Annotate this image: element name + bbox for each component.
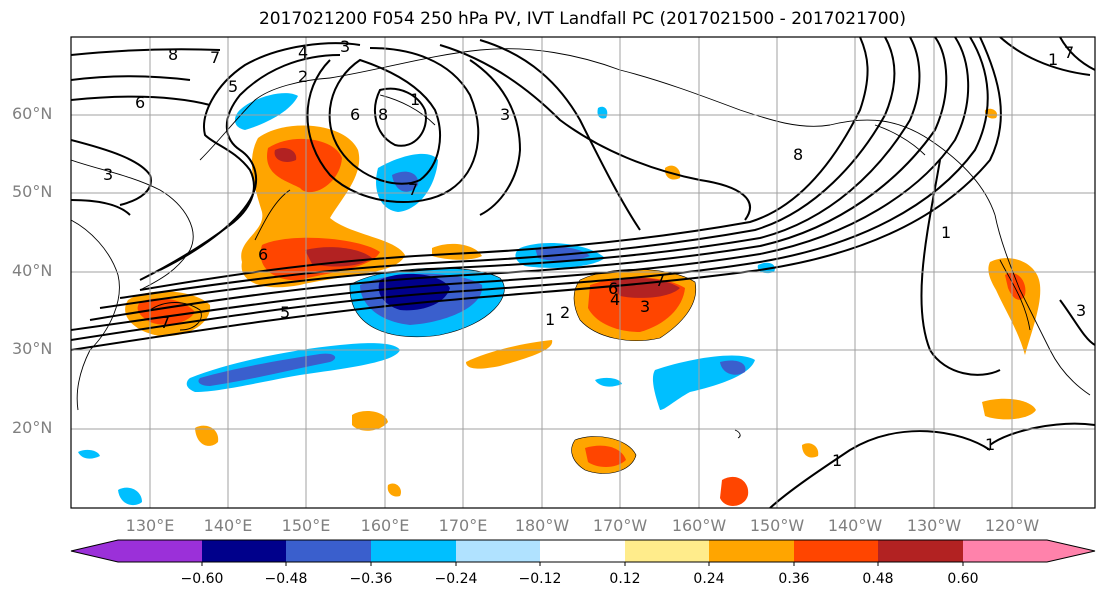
contour-label: 2 [560, 303, 570, 322]
lon-label: 170°W [592, 516, 648, 535]
contour-label: 6 [135, 93, 145, 112]
contour-label: 1 [832, 451, 842, 470]
lat-label: 50°N [12, 182, 53, 201]
lon-label: 120°W [984, 516, 1040, 535]
contour-label: 1 [545, 310, 555, 329]
lon-label: 150°E [281, 516, 331, 535]
lon-label: 130°E [125, 516, 175, 535]
lon-label: 160°W [671, 516, 727, 535]
contour-label: 3 [340, 37, 350, 56]
colorbar-tick-label: 0.24 [693, 571, 725, 587]
pv-contours [71, 37, 1095, 508]
colorbar-extend-low [71, 540, 118, 562]
colorbar-tick-label: −0.12 [518, 571, 562, 587]
contour-label: 1 [410, 90, 420, 109]
contour-label: 3 [500, 105, 510, 124]
contour-label: 6 [258, 245, 268, 264]
lon-label: 140°W [827, 516, 883, 535]
contour-label: 4 [298, 43, 308, 62]
contour-label: 4 [610, 290, 620, 309]
contour-label: 8 [378, 105, 388, 124]
contour-label: 1 [1048, 50, 1058, 69]
contour-label: 3 [1076, 301, 1086, 320]
contour-label: 6 [350, 105, 360, 124]
map-frame [70, 36, 1096, 509]
lon-label: 180°W [514, 516, 570, 535]
map-title: 2017021200 F054 250 hPa PV, IVT Landfall… [258, 9, 906, 29]
contour-label: 3 [103, 165, 113, 184]
colorbar-tick-label: 0.12 [609, 571, 641, 587]
contour-label: 3 [640, 297, 650, 316]
contour-label: 8 [793, 145, 803, 164]
contour-label: 7 [210, 48, 220, 67]
contour-label: 7 [1064, 43, 1074, 62]
colorbar-tick-label: 0.60 [947, 571, 979, 587]
contour-label: 7 [408, 180, 418, 199]
map-area: 8 7 4 3 5 2 6 6 8 3 1 7 3 6 5 7 1 2 6 4 … [71, 37, 1095, 508]
colorbar-extend-high [1047, 540, 1095, 562]
lat-label: 20°N [12, 418, 53, 437]
contour-label: 7 [655, 271, 665, 290]
contour-label: 1 [941, 223, 951, 242]
colorbar-tick-label: −0.24 [434, 571, 478, 587]
contour-label: 7 [160, 313, 170, 332]
contour-label: 5 [228, 77, 238, 96]
lat-label: 40°N [12, 261, 53, 280]
contour-label: 6 [608, 279, 618, 298]
contour-label: 1 [985, 435, 995, 454]
colorbar-tick-label: 0.36 [778, 571, 810, 587]
colorbar-tick-label: −0.60 [180, 571, 224, 587]
lon-label: 150°W [749, 516, 805, 535]
gridlines [71, 37, 1095, 508]
lon-label: 160°E [360, 516, 410, 535]
colorbar-tick-label: −0.48 [264, 571, 308, 587]
lat-label: 30°N [12, 339, 53, 358]
pv-anomaly-fills [78, 93, 1041, 506]
lat-label: 60°N [12, 104, 53, 123]
contour-label: 5 [280, 303, 290, 322]
lon-label: 170°E [438, 516, 488, 535]
lon-label: 130°W [906, 516, 962, 535]
contour-label: 2 [298, 67, 308, 86]
lon-label: 140°E [203, 516, 253, 535]
colorbar-tick-label: −0.36 [349, 571, 393, 587]
colorbar [70, 539, 1096, 566]
colorbar-tick-label: 0.48 [862, 571, 894, 587]
contour-label: 8 [168, 45, 178, 64]
